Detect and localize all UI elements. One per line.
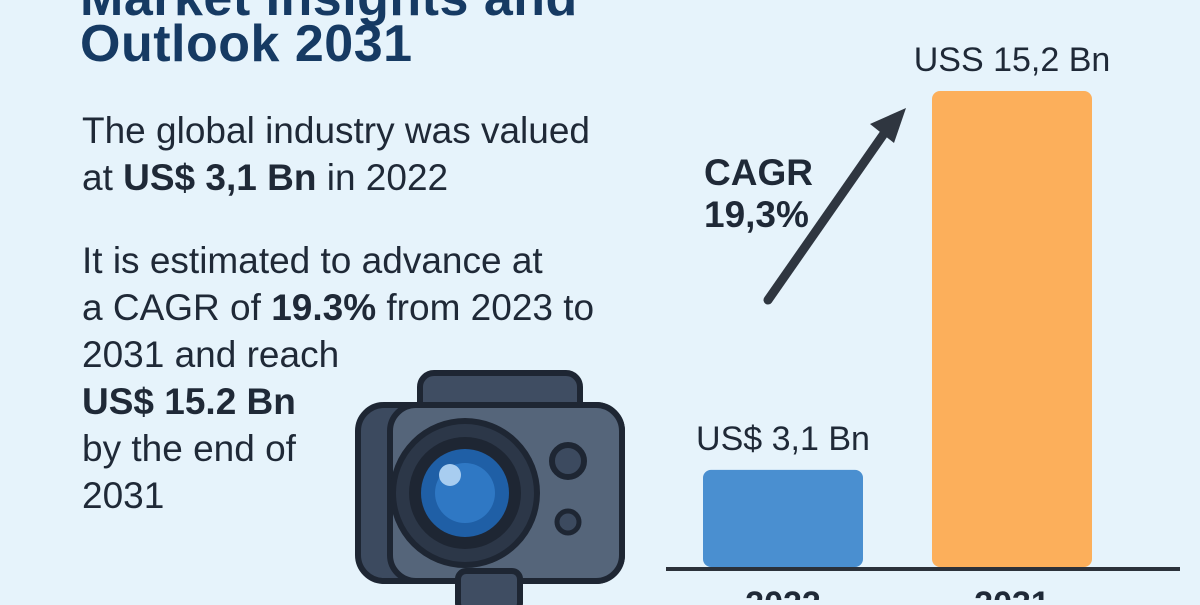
forecast-rate: 19.3% [271,286,377,328]
forecast-prefix: a CAGR of [82,286,272,328]
intro-paragraph: The global industry was valued at US$ 3,… [82,108,642,202]
year-label-2022: 2022 [745,585,821,600]
bar-2022 [703,469,863,567]
year-label-group: 2022 2031 [745,585,1050,600]
bar-2031 [932,91,1092,567]
forecast-line-2: a CAGR of 19.3% from 2023 to [82,285,642,332]
intro-prefix: at [82,156,124,198]
title-line-1: Market Insights and [80,0,578,24]
title-line-2: Outlook 2031 [80,15,413,73]
value-label-group: US$ 3,1 Bn USS 15,2 Bn [696,41,1110,458]
forecast-suffix: from 2023 to [376,286,595,328]
camera-icon [355,370,625,605]
trend-arrow-icon [763,120,895,305]
forecast-paragraph: It is estimated to advance at a CAGR of … [82,238,642,520]
intro-line-1: The global industry was valued [82,110,591,151]
intro-suffix: in 2022 [316,156,449,198]
page-title: Market Insights and Outlook 2031 [80,0,577,73]
value-label-2022: US$ 3,1 Bn [696,420,870,458]
value-label-2031: USS 15,2 Bn [914,41,1111,79]
forecast-line-3: 2031 and reach [82,333,340,375]
cagr-label: CAGR [704,152,813,193]
intro-line-2: at US$ 3,1 Bn in 2022 [82,155,642,202]
forecast-line-6: 2031 [82,474,165,516]
forecast-line-5: by the end of [82,427,296,469]
intro-value: US$ 3,1 Bn [123,156,317,198]
cagr-value: 19,3% [704,194,809,235]
year-label-2031: 2031 [974,585,1050,600]
forecast-value: US$ 15.2 Bn [82,380,296,422]
bar-group [703,91,1092,567]
market-chart: US$ 3,1 Bn USS 15,2 Bn 2022 2031 CAGR 19,3… [666,41,1180,600]
trend-arrow-head [870,108,906,143]
forecast-line-1: It is estimated to advance at [82,240,543,281]
